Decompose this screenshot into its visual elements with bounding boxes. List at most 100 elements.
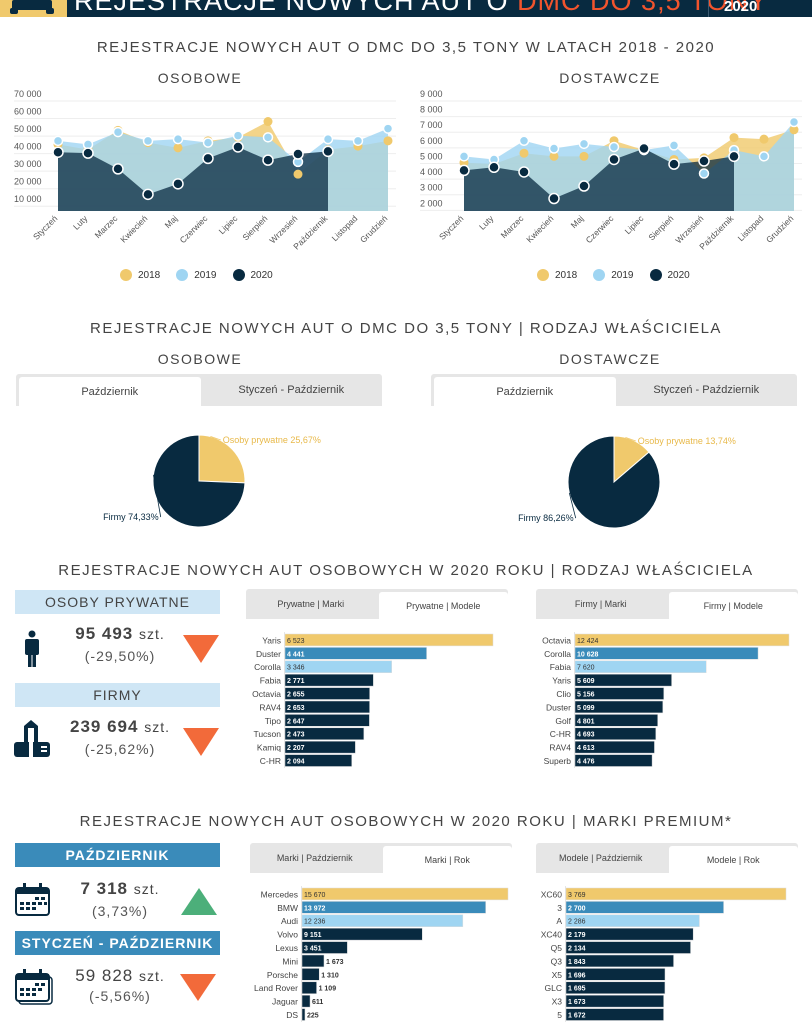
point-2020-Październik[interactable]	[728, 150, 740, 163]
point-2019-Marzec[interactable]	[112, 126, 124, 138]
point-2018-Sierpień[interactable]	[263, 117, 273, 127]
point-2019-Kwiecień[interactable]	[548, 143, 560, 154]
point-2019-Listopad[interactable]	[352, 135, 364, 147]
point-2019-Marzec[interactable]	[518, 135, 530, 146]
tab-modele-pazdziernik[interactable]: Modele | Październik	[559, 853, 643, 863]
bar[interactable]	[284, 660, 392, 673]
bar[interactable]	[574, 714, 658, 727]
legend-label-2018[interactable]: 2018	[138, 269, 161, 281]
legend-label-2020[interactable]: 2020	[667, 269, 690, 281]
point-2018-Październik[interactable]	[729, 133, 739, 143]
point-2018-Grudzień[interactable]	[789, 125, 799, 135]
tab-styczen-pazdziernik[interactable]: Styczeń - Październik	[653, 384, 760, 396]
bar[interactable]	[574, 633, 790, 647]
point-2020-Lipiec[interactable]	[232, 141, 244, 153]
point-2019-Czerwiec[interactable]	[608, 141, 620, 153]
legend-label-2018[interactable]: 2018	[555, 269, 578, 281]
bar[interactable]	[284, 687, 370, 700]
bar[interactable]	[565, 954, 674, 968]
legend-label-2019[interactable]: 2019	[194, 269, 217, 281]
bar[interactable]	[284, 727, 365, 740]
tab-styczen-pazdziernik[interactable]: Styczeń - Październik	[238, 384, 345, 396]
point-2020-Sierpień[interactable]	[668, 158, 680, 170]
point-2020-Marzec[interactable]	[112, 163, 124, 175]
pie-slice-firmy[interactable]	[567, 435, 661, 529]
bar[interactable]	[574, 700, 664, 714]
bar[interactable]	[301, 994, 311, 1008]
point-2019-Grudzień[interactable]	[382, 123, 394, 134]
bar[interactable]	[565, 941, 691, 954]
legend-label-2019[interactable]: 2019	[611, 269, 634, 281]
point-2020-Sierpień[interactable]	[262, 154, 274, 166]
bar[interactable]	[565, 994, 664, 1008]
point-2018-Maj[interactable]	[173, 143, 183, 153]
bar[interactable]	[284, 673, 374, 687]
point-2019-Maj[interactable]	[172, 133, 184, 145]
point-2020-Kwiecień[interactable]	[548, 192, 560, 205]
point-2018-Wrzesień[interactable]	[293, 169, 303, 179]
tab-firmy-modele[interactable]: Firmy | Modele	[668, 592, 798, 619]
point-2020-Styczeń[interactable]	[458, 164, 470, 177]
tab-prywatne-modele[interactable]: Prywatne | Modele	[378, 592, 508, 619]
point-2019-Styczeń[interactable]	[52, 135, 64, 147]
bar[interactable]	[284, 754, 353, 767]
point-2020-Wrzesień[interactable]	[698, 155, 710, 167]
bar[interactable]	[565, 968, 666, 981]
point-2020-Luty[interactable]	[82, 147, 94, 159]
bar[interactable]	[565, 914, 700, 927]
point-2018-Kwiecień[interactable]	[549, 151, 559, 161]
bar[interactable]	[574, 660, 707, 673]
bar[interactable]	[565, 901, 724, 914]
tab-firmy-marki[interactable]: Firmy | Marki	[574, 599, 627, 609]
bar[interactable]	[301, 927, 423, 941]
pie-slice-firmy[interactable]	[152, 434, 246, 528]
bar[interactable]	[301, 981, 317, 994]
bar[interactable]	[301, 901, 486, 914]
point-2020-Czerwiec[interactable]	[202, 152, 214, 165]
pie-slice-osoby-prywatne[interactable]	[198, 434, 246, 484]
point-2019-Maj[interactable]	[578, 138, 590, 150]
bar[interactable]	[284, 633, 494, 647]
bar[interactable]	[574, 754, 653, 767]
point-2020-Czerwiec[interactable]	[608, 153, 620, 166]
bar[interactable]	[574, 647, 759, 660]
bar[interactable]	[284, 700, 370, 714]
point-2019-Październik[interactable]	[322, 133, 334, 145]
point-2019-Sierpień[interactable]	[668, 140, 680, 151]
point-2020-Maj[interactable]	[578, 180, 590, 192]
point-2018-Listopad[interactable]	[759, 134, 769, 144]
tab-modele-rok[interactable]: Modele | Rok	[668, 846, 798, 873]
bar[interactable]	[284, 647, 427, 660]
tab-pazdziernik[interactable]: Październik	[434, 377, 616, 406]
point-2019-Lipiec[interactable]	[232, 130, 244, 141]
bar[interactable]	[284, 714, 370, 727]
point-2020-Marzec[interactable]	[518, 166, 530, 178]
point-2020-Luty[interactable]	[488, 161, 500, 174]
point-2020-Lipiec[interactable]	[638, 142, 650, 155]
point-2020-Maj[interactable]	[172, 178, 184, 190]
bar[interactable]	[301, 941, 348, 954]
point-2018-Marzec[interactable]	[519, 148, 529, 158]
bar[interactable]	[301, 914, 464, 927]
tab-marki-rok[interactable]: Marki | Rok	[382, 846, 512, 873]
point-2020-Październik[interactable]	[322, 145, 334, 158]
tab-pazdziernik[interactable]: Październik	[19, 377, 201, 406]
point-2019-Sierpień[interactable]	[262, 132, 274, 143]
bar[interactable]	[301, 887, 509, 901]
point-2019-Kwiecień[interactable]	[142, 135, 154, 147]
bar[interactable]	[301, 968, 320, 981]
bar[interactable]	[565, 1008, 664, 1021]
point-2020-Styczeń[interactable]	[52, 146, 64, 158]
point-2020-Wrzesień[interactable]	[292, 148, 304, 160]
point-2019-Listopad[interactable]	[758, 151, 770, 162]
bar[interactable]	[574, 673, 672, 687]
tab-prywatne-marki[interactable]: Prywatne | Marki	[277, 599, 345, 609]
point-2020-Kwiecień[interactable]	[142, 188, 154, 201]
legend-label-2020[interactable]: 2020	[250, 269, 273, 281]
point-2018-Maj[interactable]	[579, 151, 589, 161]
bar[interactable]	[574, 727, 657, 740]
bar[interactable]	[301, 1008, 306, 1021]
bar[interactable]	[574, 740, 655, 754]
bar[interactable]	[284, 740, 356, 754]
bar[interactable]	[565, 887, 787, 901]
